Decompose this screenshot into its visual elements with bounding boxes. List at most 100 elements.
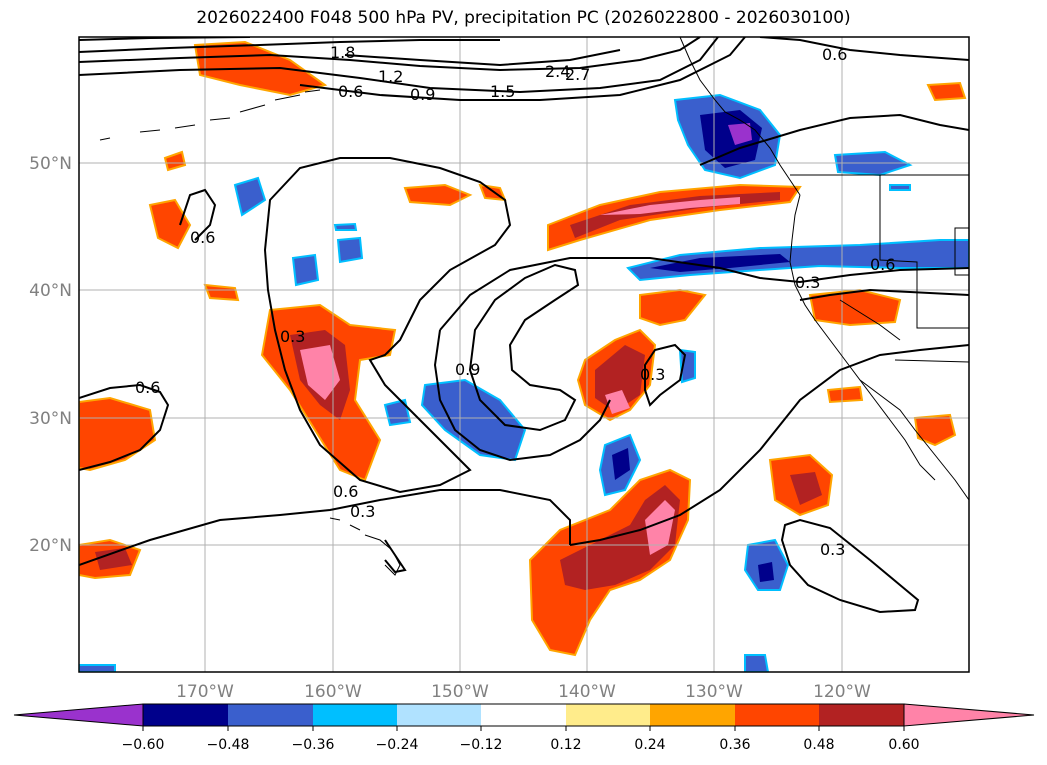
lat-label: 30°N: [29, 409, 72, 429]
lon-label: 150°W: [431, 682, 489, 702]
contour-label: 0.3: [820, 540, 845, 559]
contour-label: 0.9: [410, 85, 435, 104]
contour-label: 0.3: [350, 502, 375, 521]
colorbar-segment: [481, 704, 566, 726]
pv-contour-line: [79, 37, 719, 94]
pv-contour-line: [439, 257, 969, 331]
coastlines: [99, 37, 969, 576]
contour-label: 0.3: [280, 327, 305, 346]
lon-label: 140°W: [558, 682, 616, 702]
precip-negative-patch: [728, 123, 752, 145]
colorbar-segment: [566, 704, 650, 726]
pv-contours: [79, 37, 969, 614]
lon-label: 130°W: [685, 682, 743, 702]
precip-negative-patch: [758, 562, 774, 582]
latitude-labels: 50°N 40°N 30°N 20°N: [29, 154, 72, 556]
colorbar-extend-max: [903, 703, 1035, 727]
contour-label: 0.3: [795, 273, 820, 292]
lon-label: 120°W: [813, 682, 871, 702]
precip-negative-patch: [650, 254, 790, 272]
precip-positive-patch: [560, 485, 680, 590]
colorbar-segment: [397, 704, 481, 726]
precip-negative-patch: [233, 176, 267, 217]
precip-negative-patch: [79, 664, 116, 672]
contour-label: 1.5: [490, 82, 515, 101]
contour-label: 0.6: [870, 255, 895, 274]
colorbar-tick-label: −0.24: [376, 737, 419, 753]
precip-positive-patch: [645, 500, 675, 555]
state-border: [839, 299, 901, 341]
colorbar-extend-min: [13, 703, 144, 727]
precip-negative-patch: [383, 398, 412, 427]
precip-positive-patch: [203, 283, 240, 302]
contour-label: 0.6: [190, 228, 215, 247]
map-frame: [78, 36, 970, 673]
alaska-coast: [679, 37, 801, 196]
colorbar: −0.60 −0.48 −0.36 −0.24 −0.12 0.12 0.24 …: [13, 703, 1035, 753]
precip-negative-patch: [744, 654, 770, 672]
pv-contour-line: [79, 37, 701, 72]
contour-label: 0.3: [640, 365, 665, 384]
pv-contour-line: [644, 343, 687, 407]
colorbar-segment: [313, 704, 397, 726]
precip-positive-patch: [790, 472, 822, 505]
precip-negative-patch: [333, 222, 358, 231]
pv-contour-line: [569, 344, 969, 546]
pv-contour-line: [263, 157, 512, 494]
colorbar-segment: [143, 704, 228, 726]
precip-negative-patch: [612, 448, 630, 480]
precip-positive-patch: [300, 345, 340, 400]
pv-contour-line: [433, 329, 611, 462]
colorbar-segment: [228, 704, 313, 726]
colorbar-tick-label: −0.48: [207, 737, 250, 753]
contour-label: 2.7: [565, 65, 590, 84]
colorbar-tick-label: 0.36: [719, 737, 750, 753]
colorbar-tick-label: 0.60: [888, 737, 919, 753]
lon-label: 170°W: [176, 682, 234, 702]
precip-positive-patch: [148, 198, 192, 250]
precip-positive-patch: [95, 548, 132, 570]
precip-positive-patch: [913, 413, 957, 447]
lat-label: 20°N: [29, 536, 72, 556]
figure-title: 2026022400 F048 500 hPa PV, precipitatio…: [196, 8, 851, 28]
pv-contour-line: [799, 288, 969, 301]
baja-coast: [859, 379, 936, 481]
colorbar-tick-label: −0.12: [460, 737, 503, 753]
precip-positive-patch: [600, 197, 740, 215]
pv-contour-line: [79, 383, 170, 471]
lat-label: 50°N: [29, 154, 72, 174]
us-mexico-border: [894, 359, 969, 363]
precip-negative-patch: [889, 184, 911, 191]
pv-contour-line: [299, 37, 746, 101]
longitude-labels: 170°W 160°W 150°W 140°W 130°W 120°W: [176, 682, 871, 702]
precip-positive-patch: [826, 385, 864, 404]
precip-positive-patch: [605, 390, 630, 414]
pv-contour-line: [699, 113, 969, 166]
colorbar-segment: [735, 704, 819, 726]
aleutian-islands: [99, 89, 321, 141]
pv-contour-line: [179, 188, 217, 241]
lon-label: 160°W: [304, 682, 362, 702]
contour-label: 1.8: [330, 43, 355, 62]
precip-positive-patch: [163, 150, 187, 172]
map-background: [79, 37, 969, 672]
us-west-coast: [789, 194, 969, 501]
state-border: [879, 175, 969, 329]
pv-contour-line: [344, 49, 621, 67]
contour-label: 0.9: [455, 360, 480, 379]
pv-contour-line: [79, 39, 500, 53]
precip-negative-patch: [336, 236, 364, 264]
contour-labels: 1.8 1.2 2.4 2.7 0.6 0.9 1.5 0.6 0.6 0.6 …: [135, 43, 895, 559]
colorbar-tick-label: −0.36: [292, 737, 335, 753]
contour-label: 1.2: [378, 67, 403, 86]
colorbar-frame: [142, 703, 905, 727]
contour-label: 0.6: [135, 378, 160, 397]
gridlines: [79, 37, 969, 672]
pv-contour-line: [79, 489, 571, 566]
colorbar-segment: [650, 704, 735, 726]
contour-label: 2.4: [545, 62, 570, 81]
contour-label: 0.6: [338, 82, 363, 101]
colorbar-tick-label: 0.48: [803, 737, 834, 753]
colorbar-segment: [819, 704, 904, 726]
